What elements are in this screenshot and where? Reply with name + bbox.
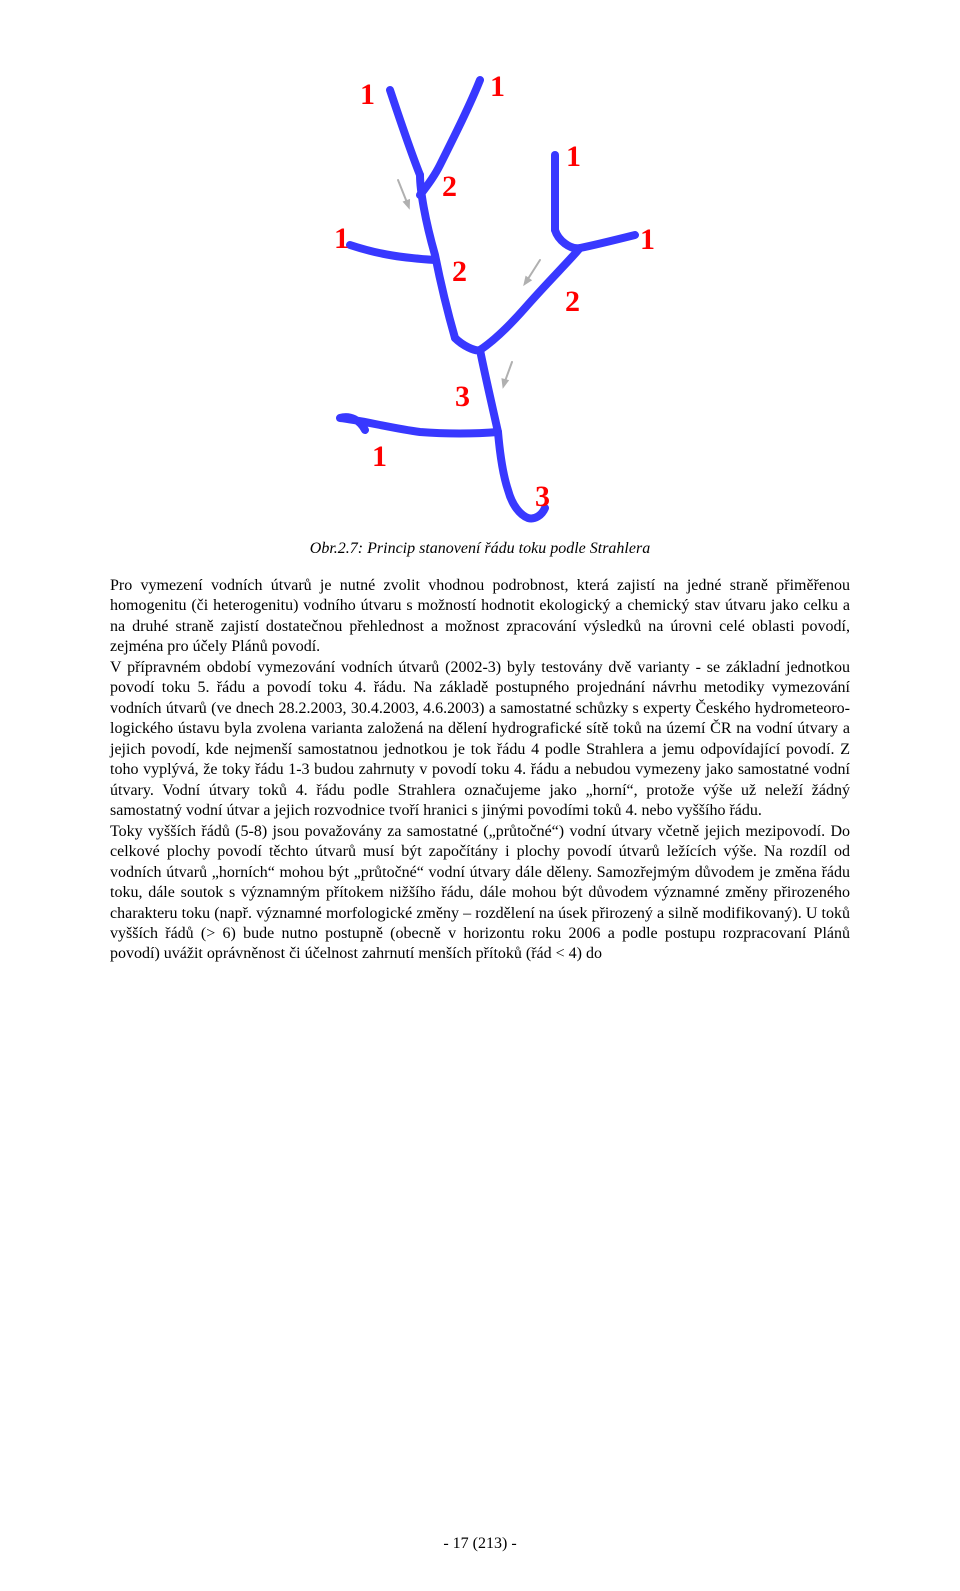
flow-arrow-icon bbox=[398, 180, 413, 211]
page-footer: - 17 (213) - bbox=[0, 1535, 960, 1553]
page: 1 1 2 1 1 2 1 2 3 1 3 Obr.2.7: Princip stanovení ř… bbox=[0, 0, 960, 1591]
stream-order-label: 3 bbox=[535, 480, 550, 514]
river-segment bbox=[390, 90, 420, 175]
stream-order-label: 2 bbox=[452, 255, 467, 289]
strahler-diagram: 1 1 2 1 1 2 1 2 3 1 3 bbox=[280, 60, 680, 530]
river-segment bbox=[350, 245, 435, 260]
river-segment bbox=[340, 417, 498, 433]
stream-order-label: 2 bbox=[442, 170, 457, 204]
stream-order-label: 1 bbox=[490, 70, 505, 104]
stream-order-label: 1 bbox=[334, 222, 349, 256]
stream-order-label: 3 bbox=[455, 380, 470, 414]
flow-arrow-icon bbox=[499, 362, 512, 390]
figure-container: 1 1 2 1 1 2 1 2 3 1 3 bbox=[110, 60, 850, 530]
body-text: Pro vymezení vodních útvarů je nutné zvo… bbox=[110, 576, 850, 965]
paragraph: Pro vymezení vodních útvarů je nutné zvo… bbox=[110, 576, 850, 658]
paragraph: Toky vyšších řádů (5-8) jsou považovány … bbox=[110, 822, 850, 965]
stream-order-label: 2 bbox=[565, 285, 580, 319]
stream-order-label: 1 bbox=[372, 440, 387, 474]
figure-caption: Obr.2.7: Princip stanovení řádu toku pod… bbox=[110, 540, 850, 558]
stream-order-label: 1 bbox=[566, 140, 581, 174]
paragraph: V přípravném období vymezování vodních ú… bbox=[110, 658, 850, 822]
stream-order-label: 1 bbox=[360, 78, 375, 112]
river-segment bbox=[580, 235, 635, 248]
flow-arrow-icon bbox=[520, 260, 540, 288]
stream-order-label: 1 bbox=[640, 223, 655, 257]
